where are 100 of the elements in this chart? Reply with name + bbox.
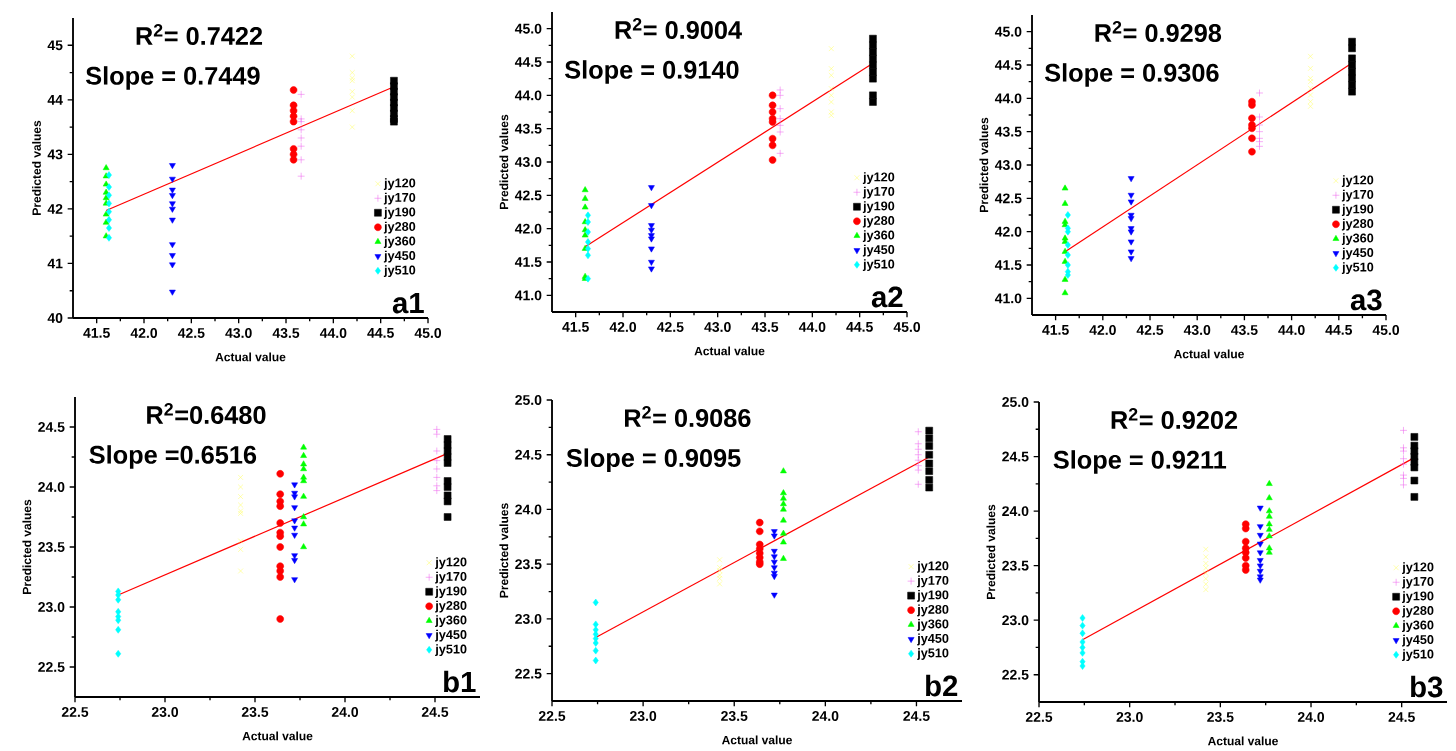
legend-label: jy120	[1402, 562, 1434, 574]
x-tick-label: 24.0	[331, 707, 359, 717]
x-tick-label: 45.0	[414, 328, 442, 338]
legend-label: jy280	[917, 604, 949, 617]
legend-label: jy170	[1402, 576, 1434, 589]
y-tick-label: 45.0	[994, 26, 1022, 37]
y-tick-label: 40	[47, 313, 63, 323]
annotation: b1	[444, 670, 476, 693]
x-tick-label: 45.0	[1372, 325, 1400, 335]
annotation: R$^{2}$=0.6480	[147, 403, 266, 424]
legend-label: jy360	[435, 615, 467, 628]
x-tick-label: 22.5	[1025, 712, 1053, 722]
x-tick-label: 43.0	[1183, 325, 1211, 335]
legend-label: jy170	[862, 186, 895, 199]
annotation: R$^{2}$= 0.7422	[136, 24, 263, 45]
x-tick-label: 44.0	[1278, 325, 1305, 335]
legend-label: jy170	[435, 571, 467, 584]
y-tick-label: 24.5	[515, 449, 542, 460]
x-tick-label: 23.5	[1207, 712, 1234, 722]
x-axis-title: Actual value	[694, 346, 765, 356]
y-axis-title: Predicted values	[979, 117, 989, 212]
annotation: Slope = 0.9095	[566, 448, 741, 472]
y-tick-label: 42.5	[514, 190, 542, 201]
annotation: Slope = 0.9140	[564, 60, 739, 84]
legend-label: jy360	[862, 230, 895, 243]
y-tick-label: 42.0	[994, 226, 1022, 237]
y-tick-label: 41.5	[994, 260, 1022, 270]
y-tick-label: 44.5	[514, 57, 542, 67]
legend-label: jy190	[383, 207, 416, 219]
x-tick-label: 42.0	[130, 328, 158, 338]
y-axis-title: Predicted values	[499, 114, 509, 209]
y-tick-label: 23.0	[515, 613, 542, 624]
x-axis-title: Actual value	[215, 352, 286, 362]
x-tick-label: 24.5	[903, 711, 930, 721]
legend-label: jy360	[1341, 233, 1374, 246]
y-tick-label: 23.5	[38, 542, 65, 552]
legend-label: jy360	[1402, 620, 1434, 633]
y-tick-label: 44	[47, 95, 63, 105]
y-tick-label: 22.5	[515, 668, 542, 679]
legend-label: jy280	[435, 600, 467, 613]
annotation: R$^{2}$= 0.9004	[615, 18, 742, 39]
annotation: a3	[1350, 289, 1382, 311]
x-tick-label: 24.5	[421, 707, 449, 717]
y-tick-label: 23.5	[515, 559, 542, 570]
legend-label: jy450	[435, 629, 467, 642]
legend-label: jy360	[917, 619, 949, 631]
legend-label: jy510	[917, 648, 949, 660]
x-tick-label: 41.5	[83, 328, 110, 338]
legend-label: jy450	[383, 250, 416, 263]
x-axis-title: Actual value	[721, 735, 792, 745]
legend-label: jy450	[1402, 634, 1434, 647]
y-tick-label: 24.5	[1002, 451, 1029, 462]
annotation: Slope = 0.9306	[1044, 63, 1219, 87]
annotation: R$^{2}$= 0.9086	[625, 406, 751, 428]
legend-label: jy170	[917, 575, 949, 588]
x-tick-label: 44.5	[367, 328, 394, 338]
annotation: R$^{2}$= 0.9202	[1111, 408, 1238, 429]
x-tick-label: 23.5	[721, 711, 748, 721]
x-axis-title: Actual value	[1207, 736, 1278, 746]
legend-label: jy120	[1341, 175, 1374, 187]
legend-label: jy280	[1402, 605, 1434, 618]
x-tick-label: 24.0	[1297, 712, 1325, 722]
legend-label: jy190	[1341, 204, 1374, 216]
x-axis-title: Actual value	[242, 731, 313, 741]
x-tick-label: 23.0	[1116, 712, 1143, 722]
legend-label: jy510	[1341, 262, 1374, 275]
legend-label: jy280	[1341, 218, 1374, 231]
y-tick-label: 41.0	[514, 290, 542, 301]
x-tick-label: 42.5	[1136, 325, 1164, 335]
y-tick-label: 43.5	[514, 123, 542, 134]
legend-label: jy450	[917, 633, 949, 646]
legend-label: jy120	[862, 172, 895, 184]
y-tick-label: 23.0	[1002, 615, 1029, 626]
x-tick-label: 23.5	[241, 707, 269, 717]
y-tick-label: 43.0	[514, 157, 542, 167]
annotation: Slope = 0.9211	[1053, 450, 1227, 474]
annotation: b3	[1411, 675, 1443, 698]
x-tick-label: 43.5	[751, 322, 779, 332]
legend-label: jy120	[435, 557, 467, 569]
y-tick-label: 42.0	[514, 223, 542, 234]
x-tick-label: 23.0	[629, 711, 657, 721]
legend-label: jy190	[917, 590, 949, 602]
x-tick-label: 44.5	[846, 322, 873, 332]
x-tick-label: 42.0	[1089, 325, 1116, 335]
annotation: b2	[926, 674, 958, 697]
y-tick-label: 45.0	[514, 23, 542, 34]
y-axis-title: Predicted values	[986, 504, 996, 599]
legend-label: jy510	[435, 644, 467, 657]
y-tick-label: 24.5	[38, 422, 65, 432]
x-tick-label: 43.5	[1230, 325, 1258, 335]
y-tick-label: 22.5	[1002, 669, 1029, 680]
y-tick-label: 24.0	[1002, 506, 1029, 517]
y-axis-title: Predicted values	[32, 120, 41, 215]
x-tick-label: 43.0	[704, 322, 731, 332]
x-tick-label: 24.5	[1388, 712, 1415, 722]
y-tick-label: 23.0	[38, 602, 65, 612]
legend-label: jy170	[1341, 189, 1374, 202]
y-tick-label: 23.5	[1002, 560, 1029, 571]
y-tick-label: 42	[47, 204, 63, 214]
x-tick-label: 43.0	[225, 328, 252, 338]
